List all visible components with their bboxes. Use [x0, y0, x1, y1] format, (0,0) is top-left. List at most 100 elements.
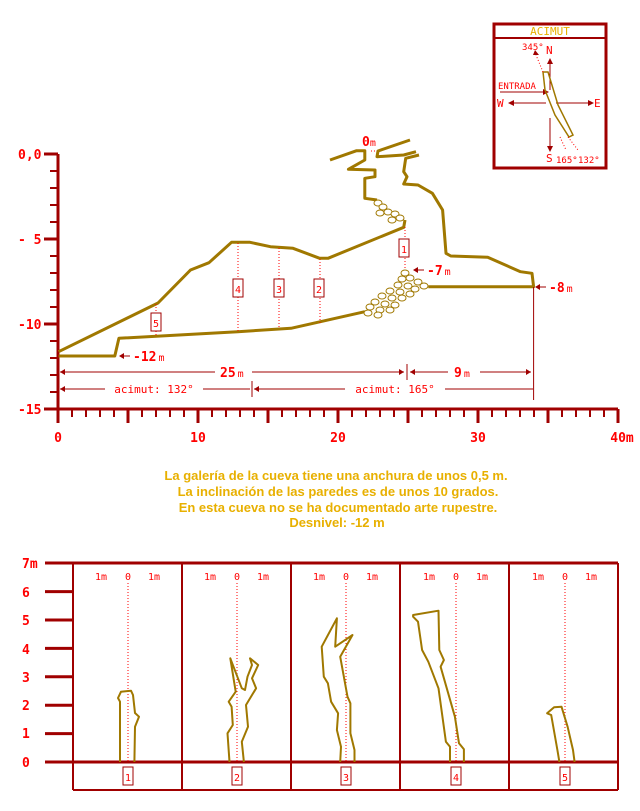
- section-label-box: [122, 766, 134, 786]
- scale-left-label: 1m: [313, 572, 325, 583]
- east-label: E: [594, 97, 601, 110]
- section-marker-3: 3: [276, 285, 282, 296]
- x-tick-40: 40m: [610, 431, 634, 446]
- note-rock-art: En esta cueva no se ha documentado arte …: [179, 500, 498, 515]
- section-marker-5: 5: [153, 319, 159, 330]
- rubble-breakdown: [363, 199, 429, 319]
- depth-label-7m: -7 m: [427, 264, 451, 279]
- rock: [397, 294, 407, 302]
- section-y-tick-7: 7m: [22, 557, 38, 572]
- rock: [405, 274, 415, 282]
- x-tick-20: 20: [330, 431, 346, 446]
- rock: [375, 209, 385, 217]
- x-tick-0: 0: [54, 431, 62, 446]
- scale-center-label: 0: [453, 572, 459, 583]
- rock: [387, 216, 397, 224]
- scale-right-label: 1m: [585, 572, 597, 583]
- x-tick-30: 30: [470, 431, 486, 446]
- depth-label-12m: -12 m: [133, 350, 165, 365]
- rock: [380, 300, 390, 308]
- y-tick-5: - 5: [18, 233, 41, 248]
- section-label-3: 3: [343, 773, 349, 784]
- rock: [405, 290, 415, 298]
- x-tick-10: 10: [190, 431, 206, 446]
- scale-center-label: 0: [562, 572, 568, 583]
- bearing-132: 132°: [578, 156, 600, 166]
- section-y-tick-1: 1: [22, 727, 30, 742]
- rock: [400, 269, 410, 277]
- section-y-tick-0: 0: [22, 756, 30, 771]
- section-label-2: 2: [234, 773, 240, 784]
- section-y-tick-2: 2: [22, 699, 30, 714]
- rock: [397, 275, 407, 283]
- scale-right-label: 1m: [366, 572, 378, 583]
- y-tick-10: -10: [18, 318, 42, 333]
- bearing-165: 165°: [556, 156, 578, 166]
- profile-axes: [44, 152, 620, 423]
- section-marker-2: 2: [316, 285, 322, 296]
- section-y-tick-6: 6: [22, 586, 30, 601]
- scale-right-label: 1m: [476, 572, 488, 583]
- section-3-outline: [320, 617, 356, 763]
- note-wall-inclination: La inclinación de las paredes es de unos…: [178, 484, 499, 499]
- scale-right-label: 1m: [148, 572, 160, 583]
- rock: [365, 303, 375, 311]
- compass-rose: ACIMUT 345° N ENTRADA W E S 165° 132°: [492, 22, 608, 170]
- azimuth-132-label: acimut: 132°: [114, 383, 193, 396]
- entrance-label: ENTRADA: [498, 82, 537, 92]
- rock: [373, 311, 383, 319]
- depth-callouts: -7 m -8 m -12 m: [119, 264, 573, 365]
- scale-left-label: 1m: [95, 572, 107, 583]
- rock: [390, 301, 400, 309]
- south-label: S: [546, 152, 553, 165]
- rock: [370, 298, 380, 306]
- section-5-outline: [546, 705, 576, 763]
- scale-left-label: 1m: [423, 572, 435, 583]
- compass-title: ACIMUT: [530, 25, 570, 38]
- cave-plan-outline: [542, 71, 575, 138]
- section-label-5: 5: [562, 773, 568, 784]
- scale-left-label: 1m: [532, 572, 544, 583]
- section-label-box: [559, 766, 571, 786]
- scale-center-label: 0: [234, 572, 240, 583]
- section-label-1: 1: [125, 773, 131, 784]
- rock: [363, 309, 373, 317]
- rock: [385, 306, 395, 314]
- rock: [395, 288, 405, 296]
- west-label: W: [497, 97, 504, 110]
- note-depth: Desnivel: -12 m: [289, 515, 384, 530]
- rock: [385, 287, 395, 295]
- north-label: N: [546, 44, 553, 57]
- rock: [395, 214, 405, 222]
- scale-right-label: 1m: [257, 572, 269, 583]
- section-1-outline: [117, 689, 140, 763]
- section-4-outline: [412, 609, 465, 762]
- section-markers: 1 2 3 4 5: [150, 227, 410, 336]
- cave-profile: 0m: [57, 135, 536, 358]
- depth-label-0m: 0m: [362, 135, 376, 150]
- rock: [413, 278, 423, 286]
- scale-center-label: 0: [343, 572, 349, 583]
- y-tick-15: -15: [18, 403, 41, 418]
- section-marker-1: 1: [401, 245, 407, 256]
- rock: [377, 292, 387, 300]
- note-gallery-width: La galería de la cueva tiene una anchura…: [164, 468, 507, 483]
- rock: [419, 282, 429, 290]
- depth-label-8m: -8 m: [549, 281, 573, 296]
- section-label-box: [231, 766, 243, 786]
- azimuth-165-label: acimut: 165°: [355, 383, 434, 396]
- scale-left-label: 1m: [204, 572, 216, 583]
- bearing-345: 345°: [522, 43, 544, 53]
- rock: [393, 281, 403, 289]
- rock: [378, 203, 388, 211]
- section-y-tick-4: 4: [22, 643, 30, 658]
- section-y-tick-3: 3: [22, 671, 30, 686]
- scale-center-label: 0: [125, 572, 131, 583]
- notes: La galería de la cueva tiene una anchura…: [164, 468, 507, 530]
- rock: [403, 282, 413, 290]
- distance-25m: 25 m: [220, 366, 244, 381]
